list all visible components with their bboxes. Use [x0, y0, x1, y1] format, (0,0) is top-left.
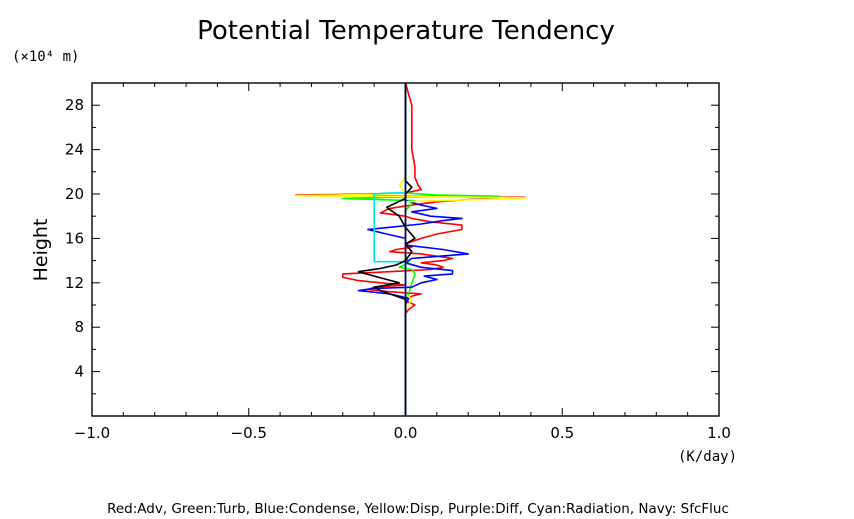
x-tick-label: 0.0: [394, 424, 418, 442]
x-tick-label: −0.5: [231, 424, 267, 442]
y-tick-label: 24: [65, 141, 84, 159]
series-group: [295, 82, 526, 416]
x-tick-label: −1.0: [74, 424, 110, 442]
chart-title: Potential Temperature Tendency: [197, 16, 615, 46]
y-tick-label: 28: [65, 96, 84, 114]
series-line-turb: [342, 83, 501, 416]
y-axis-unit: (×10⁴ m): [12, 49, 79, 65]
x-tick-label: 1.0: [707, 424, 731, 442]
legend-text: Red:Adv, Green:Turb, Blue:Condense, Yell…: [107, 501, 729, 517]
y-tick-label: 16: [65, 229, 84, 247]
series-line-total: [357, 83, 416, 416]
series-line-condense: [357, 83, 469, 416]
y-tick-label: 8: [74, 318, 84, 336]
y-tick-label: 12: [65, 274, 84, 292]
x-tick-label: 0.5: [550, 424, 574, 442]
y-tick-label: 20: [65, 185, 84, 203]
x-axis-unit: (K/day): [678, 449, 737, 465]
series-line-disp: [295, 83, 526, 416]
plot-area: −1.0 −0.5 0.0 0.5 1.0 4 8 12 16 20 24 28: [65, 82, 731, 442]
y-axis-label: Height: [30, 219, 52, 282]
y-tick-label: 4: [74, 363, 84, 381]
